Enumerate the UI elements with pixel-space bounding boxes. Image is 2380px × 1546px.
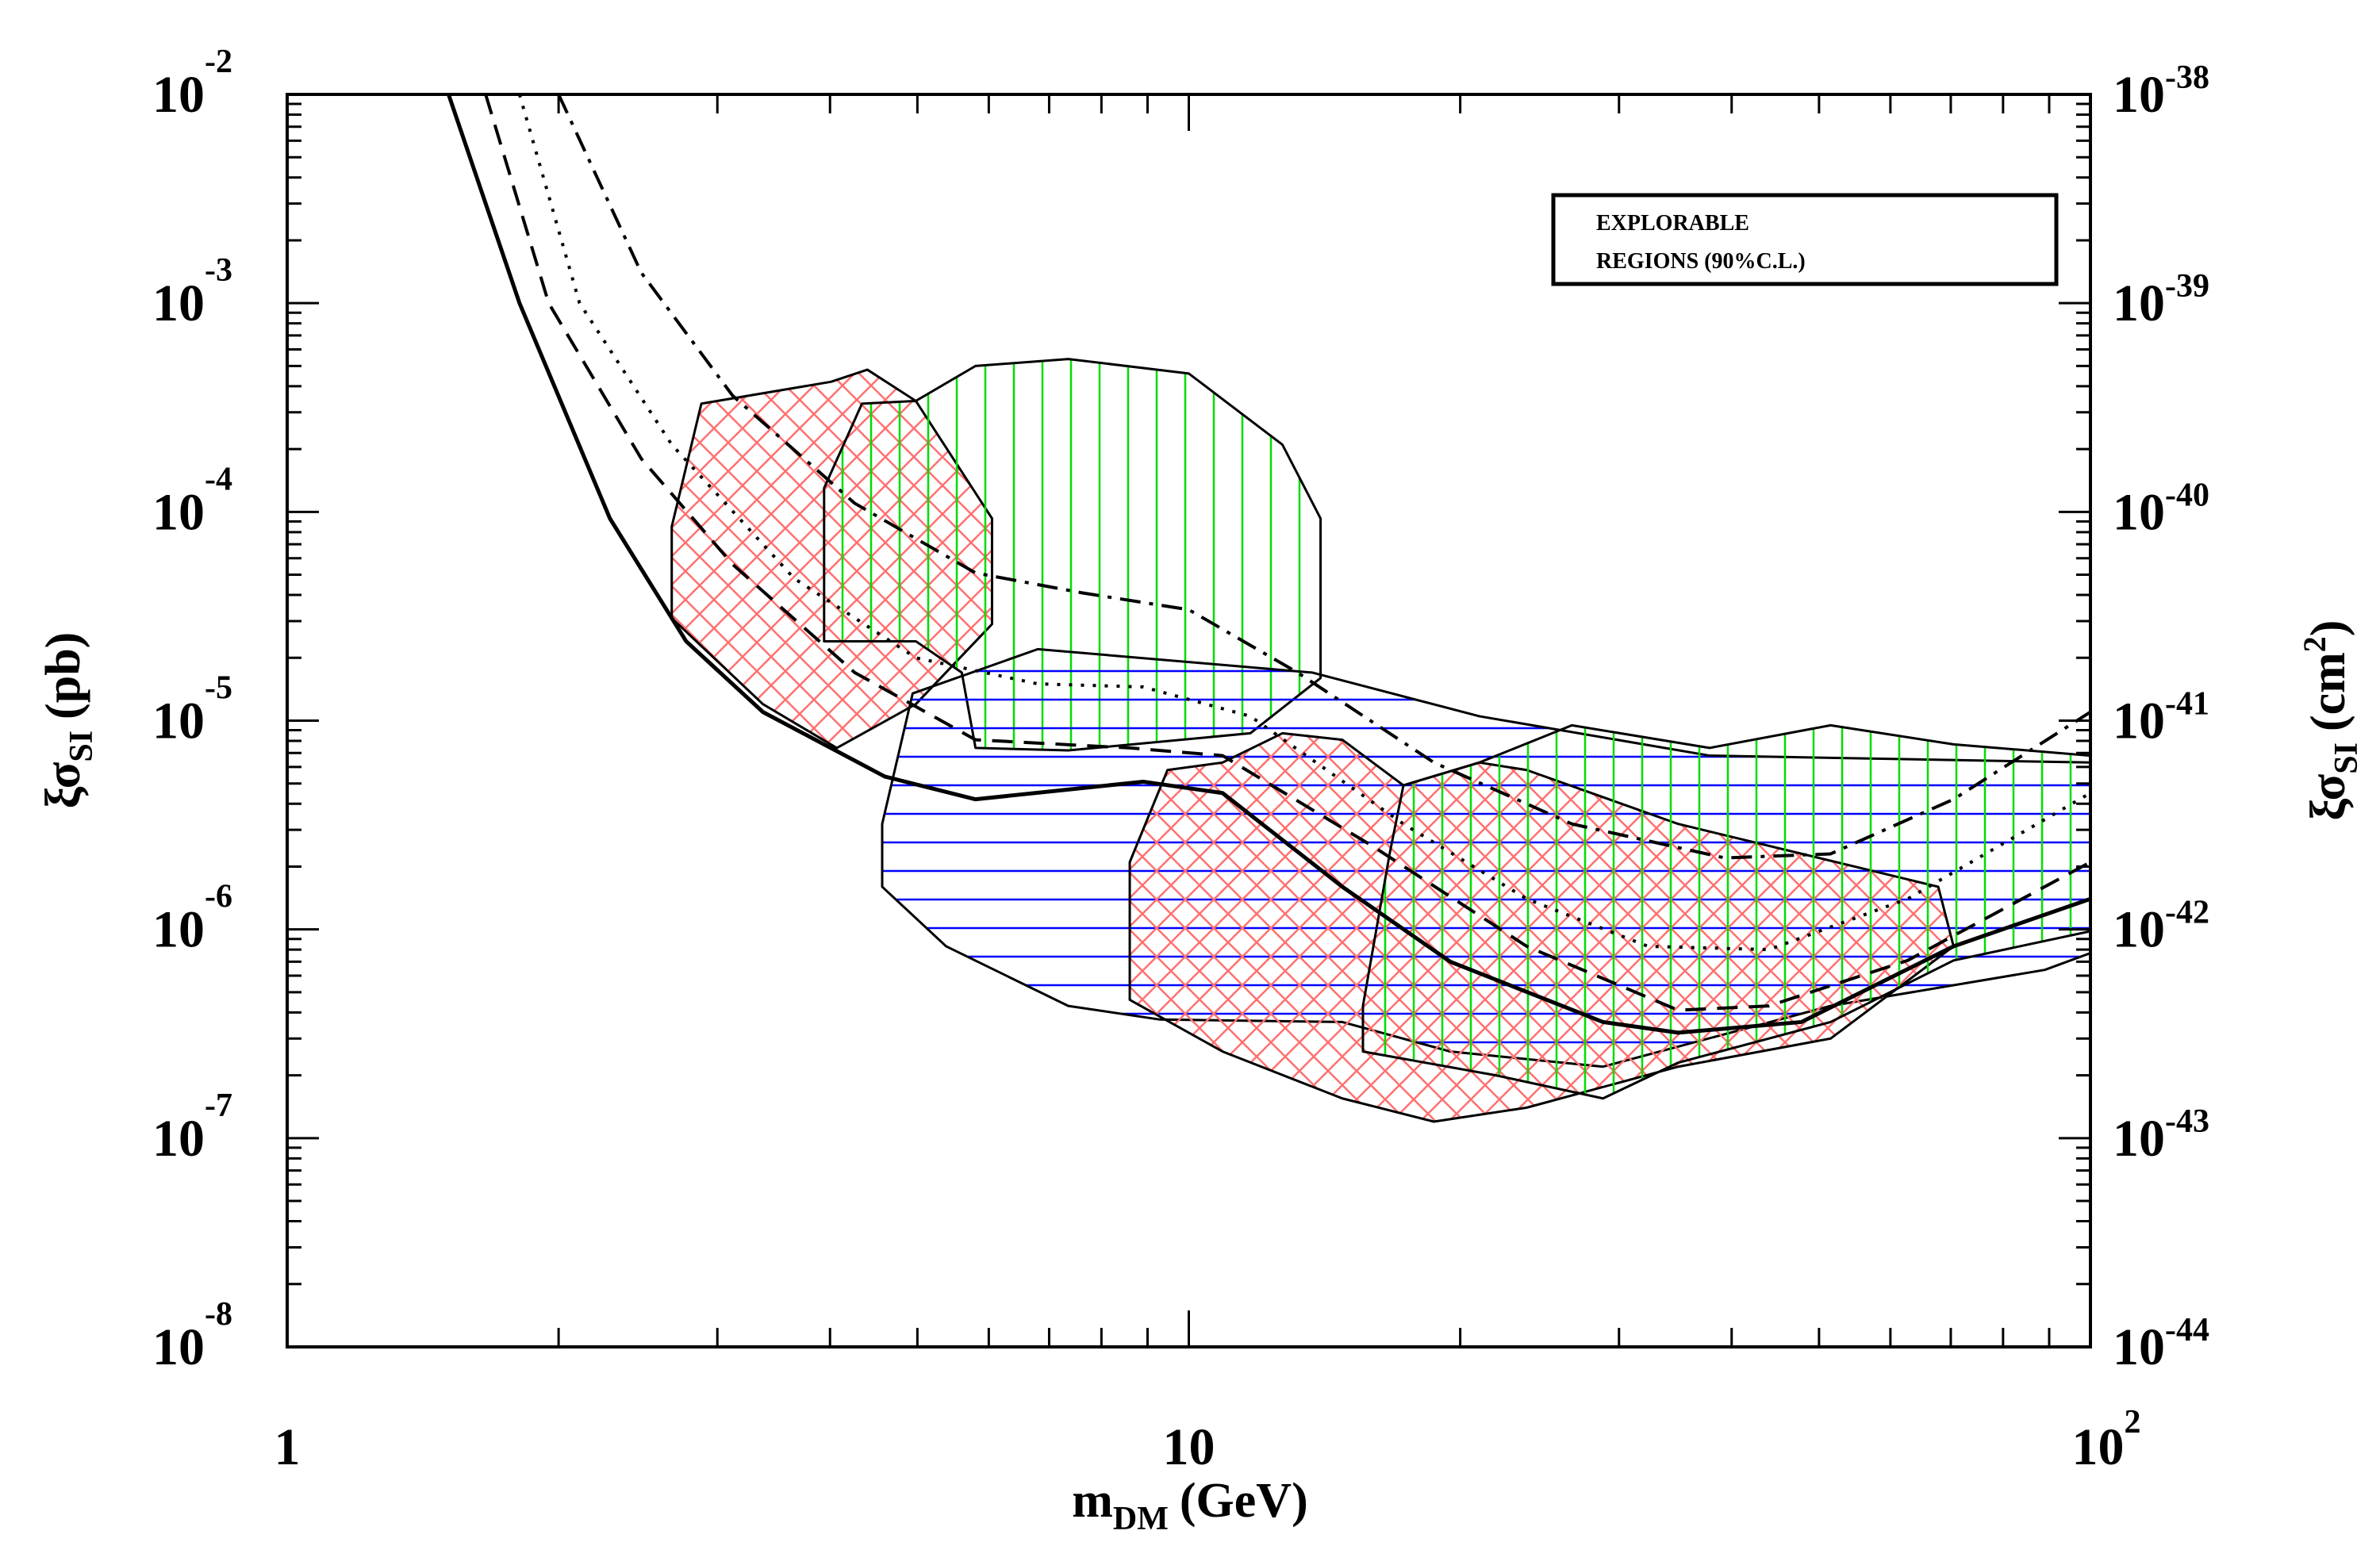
y2-tick-label-exponent: -43 [2165,1103,2209,1140]
y2-tick-label: 10-39 [2113,268,2209,332]
y2-label-sup: 2 [2297,636,2332,652]
x-axis-label: mDM (GeV) [1072,1474,1307,1537]
y-tick-label-base: 10 [152,274,205,332]
y2-tick-label: 10-43 [2113,1103,2209,1168]
curves [447,94,2090,1035]
y-label-sub: SI [63,731,100,762]
y2-tick-label-exponent: -42 [2165,895,2209,931]
x-label-unit: (GeV) [1180,1474,1308,1528]
y-tick-label: 10-2 [152,44,232,124]
y-tick-label-base: 10 [152,901,205,959]
y2-tick-label: 10-41 [2113,686,2209,750]
annotation-text: REGIONS (90%C.L.) [1596,249,1806,274]
y-tick-label-exponent: -4 [205,461,232,497]
y2-tick-label-exponent: -39 [2165,268,2209,305]
y-tick-label-exponent: -7 [205,1088,232,1124]
y2-tick-label-exponent: -44 [2165,1312,2209,1348]
y-tick-label-exponent: -3 [205,252,232,289]
y2-tick-label-base: 10 [2113,66,2165,124]
y2-label-close: ) [2301,620,2355,637]
annotation-text: EXPLORABLE [1596,211,1749,236]
y2-tick-label-exponent: -38 [2165,59,2209,96]
curve [557,94,2090,860]
y2-tick-label: 10-42 [2113,895,2209,959]
y-tick-label: 10-4 [152,461,232,541]
y-tick-label: 10-7 [152,1088,232,1168]
y2-label-sub: SI [2328,742,2365,774]
y-tick-label-exponent: -6 [205,879,232,915]
y2-tick-label-exponent: -41 [2165,686,2209,723]
y2-tick-label-base: 10 [2113,1110,2165,1168]
y2-label-main: ξσ [2301,773,2355,820]
x-tick-label-base: 10 [1163,1418,1215,1476]
x-tick-label: 1 [274,1418,301,1476]
x-tick-label-exponent: 2 [2125,1404,2141,1441]
y-tick-label-base: 10 [152,66,205,124]
y-tick-label-exponent: -5 [205,670,232,707]
y-tick-label: 10-3 [152,252,232,332]
y-tick-label-exponent: -8 [205,1296,232,1333]
y-tick-label-exponent: -2 [205,44,232,80]
region [823,358,1322,752]
x-tick-label-base: 1 [274,1418,301,1476]
y2-tick-label: 10-40 [2113,477,2209,541]
y2-tick-label: 10-38 [2113,59,2209,124]
y-label-unit: (pb) [36,632,90,719]
x-label-sub: DM [1113,1501,1169,1537]
y-tick-label: 10-6 [152,879,232,959]
y2-axis-label: ξσSI (cm2) [2297,620,2365,821]
y-axis-label: ξσSI (pb) [36,632,100,809]
x-label-main: m [1072,1474,1113,1528]
y-tick-label-base: 10 [152,692,205,750]
y2-tick-label-base: 10 [2113,483,2165,541]
curve [484,94,2090,1012]
y2-tick-label-base: 10 [2113,692,2165,750]
y-tick-label-base: 10 [152,483,205,541]
y2-tick-label: 10-44 [2113,1312,2209,1376]
y2-tick-label-base: 10 [2113,274,2165,332]
y-tick-label: 10-8 [152,1296,232,1376]
curve [447,94,2090,1035]
y2-tick-label-base: 10 [2113,901,2165,959]
y-tick-label-base: 10 [152,1110,205,1168]
y2-tick-label-exponent: -40 [2165,477,2209,513]
y-tick-label: 10-5 [152,670,232,750]
y-label-main: ξσ [36,761,90,808]
x-tick-label-base: 10 [2072,1418,2125,1476]
annotation-box [1551,193,2059,286]
x-tick-label: 10 [1163,1418,1215,1476]
x-tick-label: 102 [2072,1404,2141,1476]
y2-tick-label-base: 10 [2113,1318,2165,1376]
y2-label-unit: (cm [2301,652,2355,731]
plot-frame [286,93,2092,1348]
y-tick-label-base: 10 [152,1318,205,1376]
